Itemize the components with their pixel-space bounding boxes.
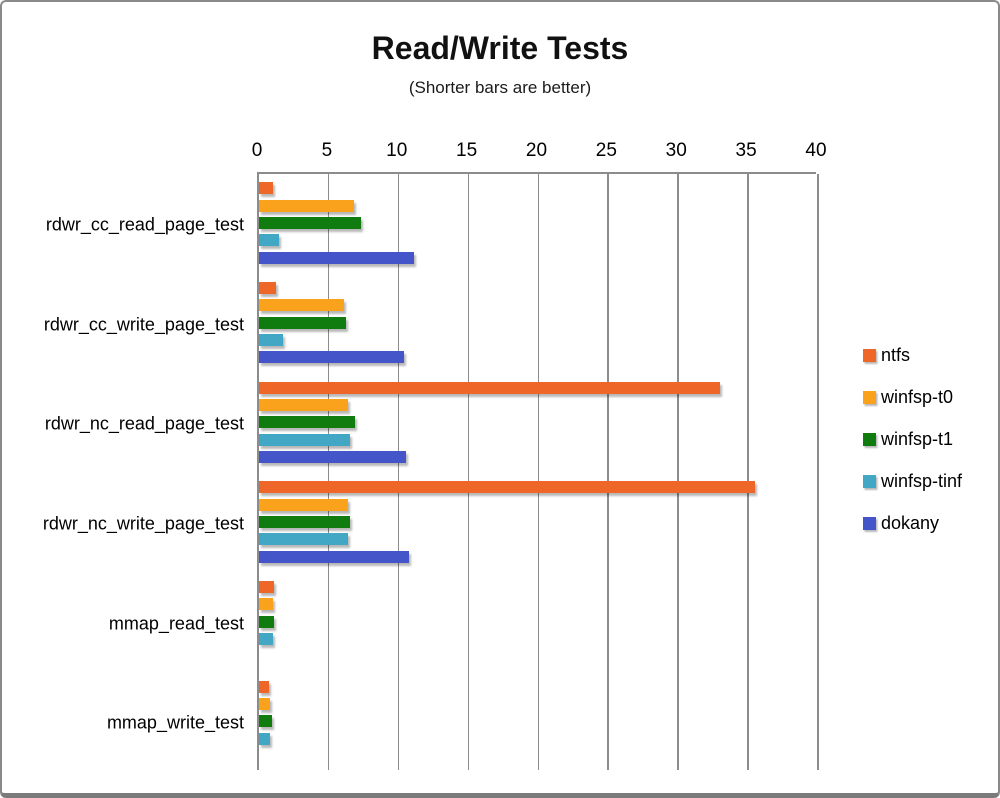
category-label: mmap_write_test [106,712,244,733]
value-axis-tick: 15 [456,140,478,161]
value-axis-tick: 5 [321,140,333,161]
bar-dokany [259,251,415,264]
bar-winfsp-tinf [259,334,283,347]
legend-swatch-icon [863,474,876,488]
bar-winfsp-t0 [259,299,345,312]
category-label: rdwr_nc_write_page_test [42,513,244,534]
bar-ntfs [259,680,269,693]
bar-winfsp-t0 [259,398,349,411]
bar-ntfs [259,580,275,593]
bar-winfsp-t1 [259,416,356,429]
category-label: rdwr_cc_read_page_test [45,214,244,235]
bar-winfsp-t1 [259,615,275,628]
value-axis-tick: 0 [251,140,263,161]
value-axis-tick: 40 [805,140,827,161]
chart-title: Read/Write Tests [371,30,629,66]
bar-winfsp-tinf [259,234,279,247]
legend-item-winfsp-t1: winfsp-t1 [863,428,962,449]
bar-winfsp-t1 [259,217,362,229]
bar-dokany [259,351,405,364]
value-axis-tick: 30 [665,140,687,161]
bar-winfsp-t1 [259,715,272,728]
bar-winfsp-tinf [259,533,349,546]
category-label: mmap_read_test [108,613,244,633]
bar-ntfs [259,481,756,494]
gridline [677,174,679,770]
gridline [607,174,609,770]
bar-winfsp-t0 [259,697,271,710]
legend-swatch-icon [863,390,876,404]
gridline [467,174,470,770]
value-axis-tick: 35 [735,140,757,161]
bar-winfsp-t1 [259,516,350,528]
legend-item-winfsp-tinf: winfsp-tinf [863,470,963,491]
bar-ntfs [259,281,276,294]
bar-winfsp-tinf [259,633,273,646]
legend-label: winfsp-t1 [881,428,954,449]
legend-label: winfsp-t0 [881,386,954,407]
legend-label: winfsp-tinf [881,470,963,491]
legend-item-dokany: dokany [863,512,962,533]
legend-swatch-icon [863,432,876,446]
legend: ntfs winfsp-t0 winfsp-t1 winfsp-tinf dokany [863,344,963,533]
bar-winfsp-t0 [259,598,273,611]
bar-ntfs [259,381,721,394]
gridline [327,174,330,770]
legend-label: ntfs [881,344,911,365]
bar-dokany [259,451,406,464]
bar-winfsp-t0 [259,199,355,212]
bar-winfsp-tinf [259,433,350,446]
legend-item-winfsp-t0: winfsp-t0 [863,386,962,407]
value-axis-tick: 10 [386,140,408,161]
legend-swatch-icon [863,516,876,530]
value-axis-tick: 25 [595,140,617,161]
category-label: rdwr_nc_read_page_test [44,413,244,434]
value-axis-tick: 20 [525,140,548,161]
gridline [537,174,539,770]
gridline [817,174,819,770]
gridline [397,174,400,770]
chart-subtitle: (Shorter bars are better) [408,78,592,97]
bar-winfsp-tinf [259,732,271,745]
bar-dokany [259,550,409,563]
plot-area [257,172,819,770]
bar-winfsp-t0 [259,498,349,511]
category-label: rdwr_cc_write_page_test [43,314,244,334]
bar-ntfs [259,182,273,195]
legend-item-ntfs: ntfs [863,344,962,365]
bar-winfsp-t1 [259,316,346,329]
legend-swatch-icon [863,348,876,362]
legend-label: dokany [881,512,940,533]
gridline [747,174,749,770]
